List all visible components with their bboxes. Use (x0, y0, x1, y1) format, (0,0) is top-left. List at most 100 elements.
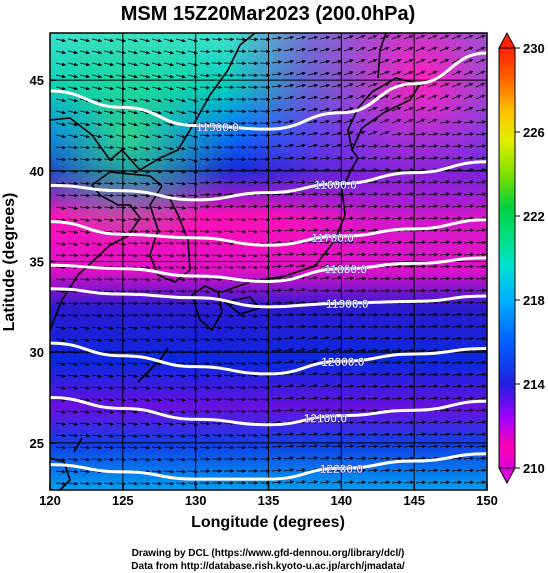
wind-arrow (79, 62, 90, 67)
wind-arrow (283, 35, 294, 40)
wind-arrow (283, 335, 294, 340)
wind-arrow (199, 349, 210, 354)
wind-arrow (163, 457, 174, 462)
footer-credit-dcl: Drawing by DCL (https://www.gfd-dennou.o… (132, 548, 405, 559)
wind-arrow (439, 384, 450, 389)
wind-arrow (307, 143, 318, 148)
wind-arrow (67, 253, 79, 258)
wind-arrow (415, 156, 426, 160)
wind-arrow (439, 252, 451, 257)
wind-arrow (475, 408, 486, 413)
wind-arrow (79, 457, 90, 462)
wind-arrow (463, 264, 475, 269)
wind-arrow (403, 118, 414, 124)
wind-arrow (91, 434, 102, 438)
wind-arrow (199, 289, 210, 294)
wind-arrow (271, 408, 283, 413)
wind-arrow (103, 205, 115, 210)
wind-arrow (367, 70, 378, 76)
wind-arrow (343, 47, 354, 52)
wind-arrow (79, 253, 91, 258)
wind-arrow (391, 288, 403, 293)
wind-arrow (271, 432, 283, 437)
wind-arrow (223, 180, 234, 185)
wind-arrow (151, 157, 162, 162)
wind-arrow (187, 74, 198, 79)
wind-arrow (367, 94, 378, 100)
wind-arrow (475, 82, 486, 88)
wind-arrow (283, 468, 294, 472)
wind-arrow (235, 37, 247, 42)
wind-arrow (451, 94, 462, 100)
wind-arrow (259, 313, 270, 318)
wind-arrow (248, 469, 258, 473)
wind-arrow (211, 253, 222, 258)
wind-arrow (175, 38, 186, 43)
wind-arrow (91, 457, 102, 462)
wind-arrow (307, 275, 318, 280)
wind-arrow (163, 350, 174, 354)
wind-arrow (355, 288, 367, 293)
wind-arrow (271, 132, 282, 136)
wind-arrow (355, 118, 366, 124)
wind-arrow (139, 38, 150, 43)
wind-arrow (439, 192, 450, 196)
wind-arrow (319, 71, 330, 76)
wind-arrow (151, 469, 162, 474)
wind-arrow (67, 145, 79, 150)
wind-arrow (127, 410, 138, 414)
wind-arrow (175, 457, 186, 462)
wind-arrow (175, 181, 186, 186)
wind-arrow (379, 240, 390, 245)
wind-arrow (343, 372, 354, 377)
wind-arrow (67, 38, 78, 43)
wind-arrow (115, 218, 126, 222)
wind-arrow (451, 82, 462, 88)
wind-arrow (199, 253, 210, 258)
wind-arrow (247, 145, 259, 150)
wind-arrow (199, 37, 210, 42)
wind-arrow (55, 74, 66, 79)
wind-arrow (151, 398, 162, 402)
wind-arrow (415, 420, 426, 425)
wind-arrow (55, 110, 66, 115)
wind-arrow (307, 420, 318, 425)
wind-arrow (439, 312, 451, 317)
wind-arrow (247, 265, 259, 270)
wind-arrow (115, 386, 126, 390)
wind-arrow (79, 134, 90, 139)
wind-arrow (307, 95, 318, 100)
wind-arrow (343, 276, 354, 281)
wind-arrow (247, 325, 258, 330)
wind-arrow (139, 193, 150, 198)
wind-arrow (439, 300, 451, 305)
wind-arrow (307, 347, 318, 352)
wind-arrow (247, 337, 258, 342)
wind-arrow (319, 228, 330, 233)
wind-arrow (151, 277, 162, 282)
wind-arrow (235, 361, 246, 366)
wind-arrow (355, 336, 366, 341)
wind-arrow (379, 144, 390, 148)
wind-arrow (211, 433, 223, 438)
wind-arrow (379, 204, 390, 209)
wind-arrow (248, 457, 258, 461)
wind-arrow (139, 169, 150, 174)
wind-arrow (355, 468, 366, 473)
wind-arrow (55, 386, 66, 390)
wind-arrow (55, 86, 66, 91)
wind-arrow (79, 242, 90, 247)
wind-arrow (403, 288, 415, 293)
wind-arrow (55, 338, 66, 343)
x-tick-label: 145 (403, 493, 425, 508)
wind-arrow (211, 37, 223, 42)
contour-label: 11600.0 (314, 178, 357, 192)
wind-arrow (451, 168, 462, 172)
wind-arrow (319, 35, 330, 40)
wind-arrow (475, 360, 487, 365)
wind-arrow (223, 121, 235, 126)
wind-arrow (463, 252, 475, 257)
wind-arrow (427, 132, 438, 136)
wind-arrow (67, 338, 78, 343)
wind-arrow (319, 444, 330, 448)
